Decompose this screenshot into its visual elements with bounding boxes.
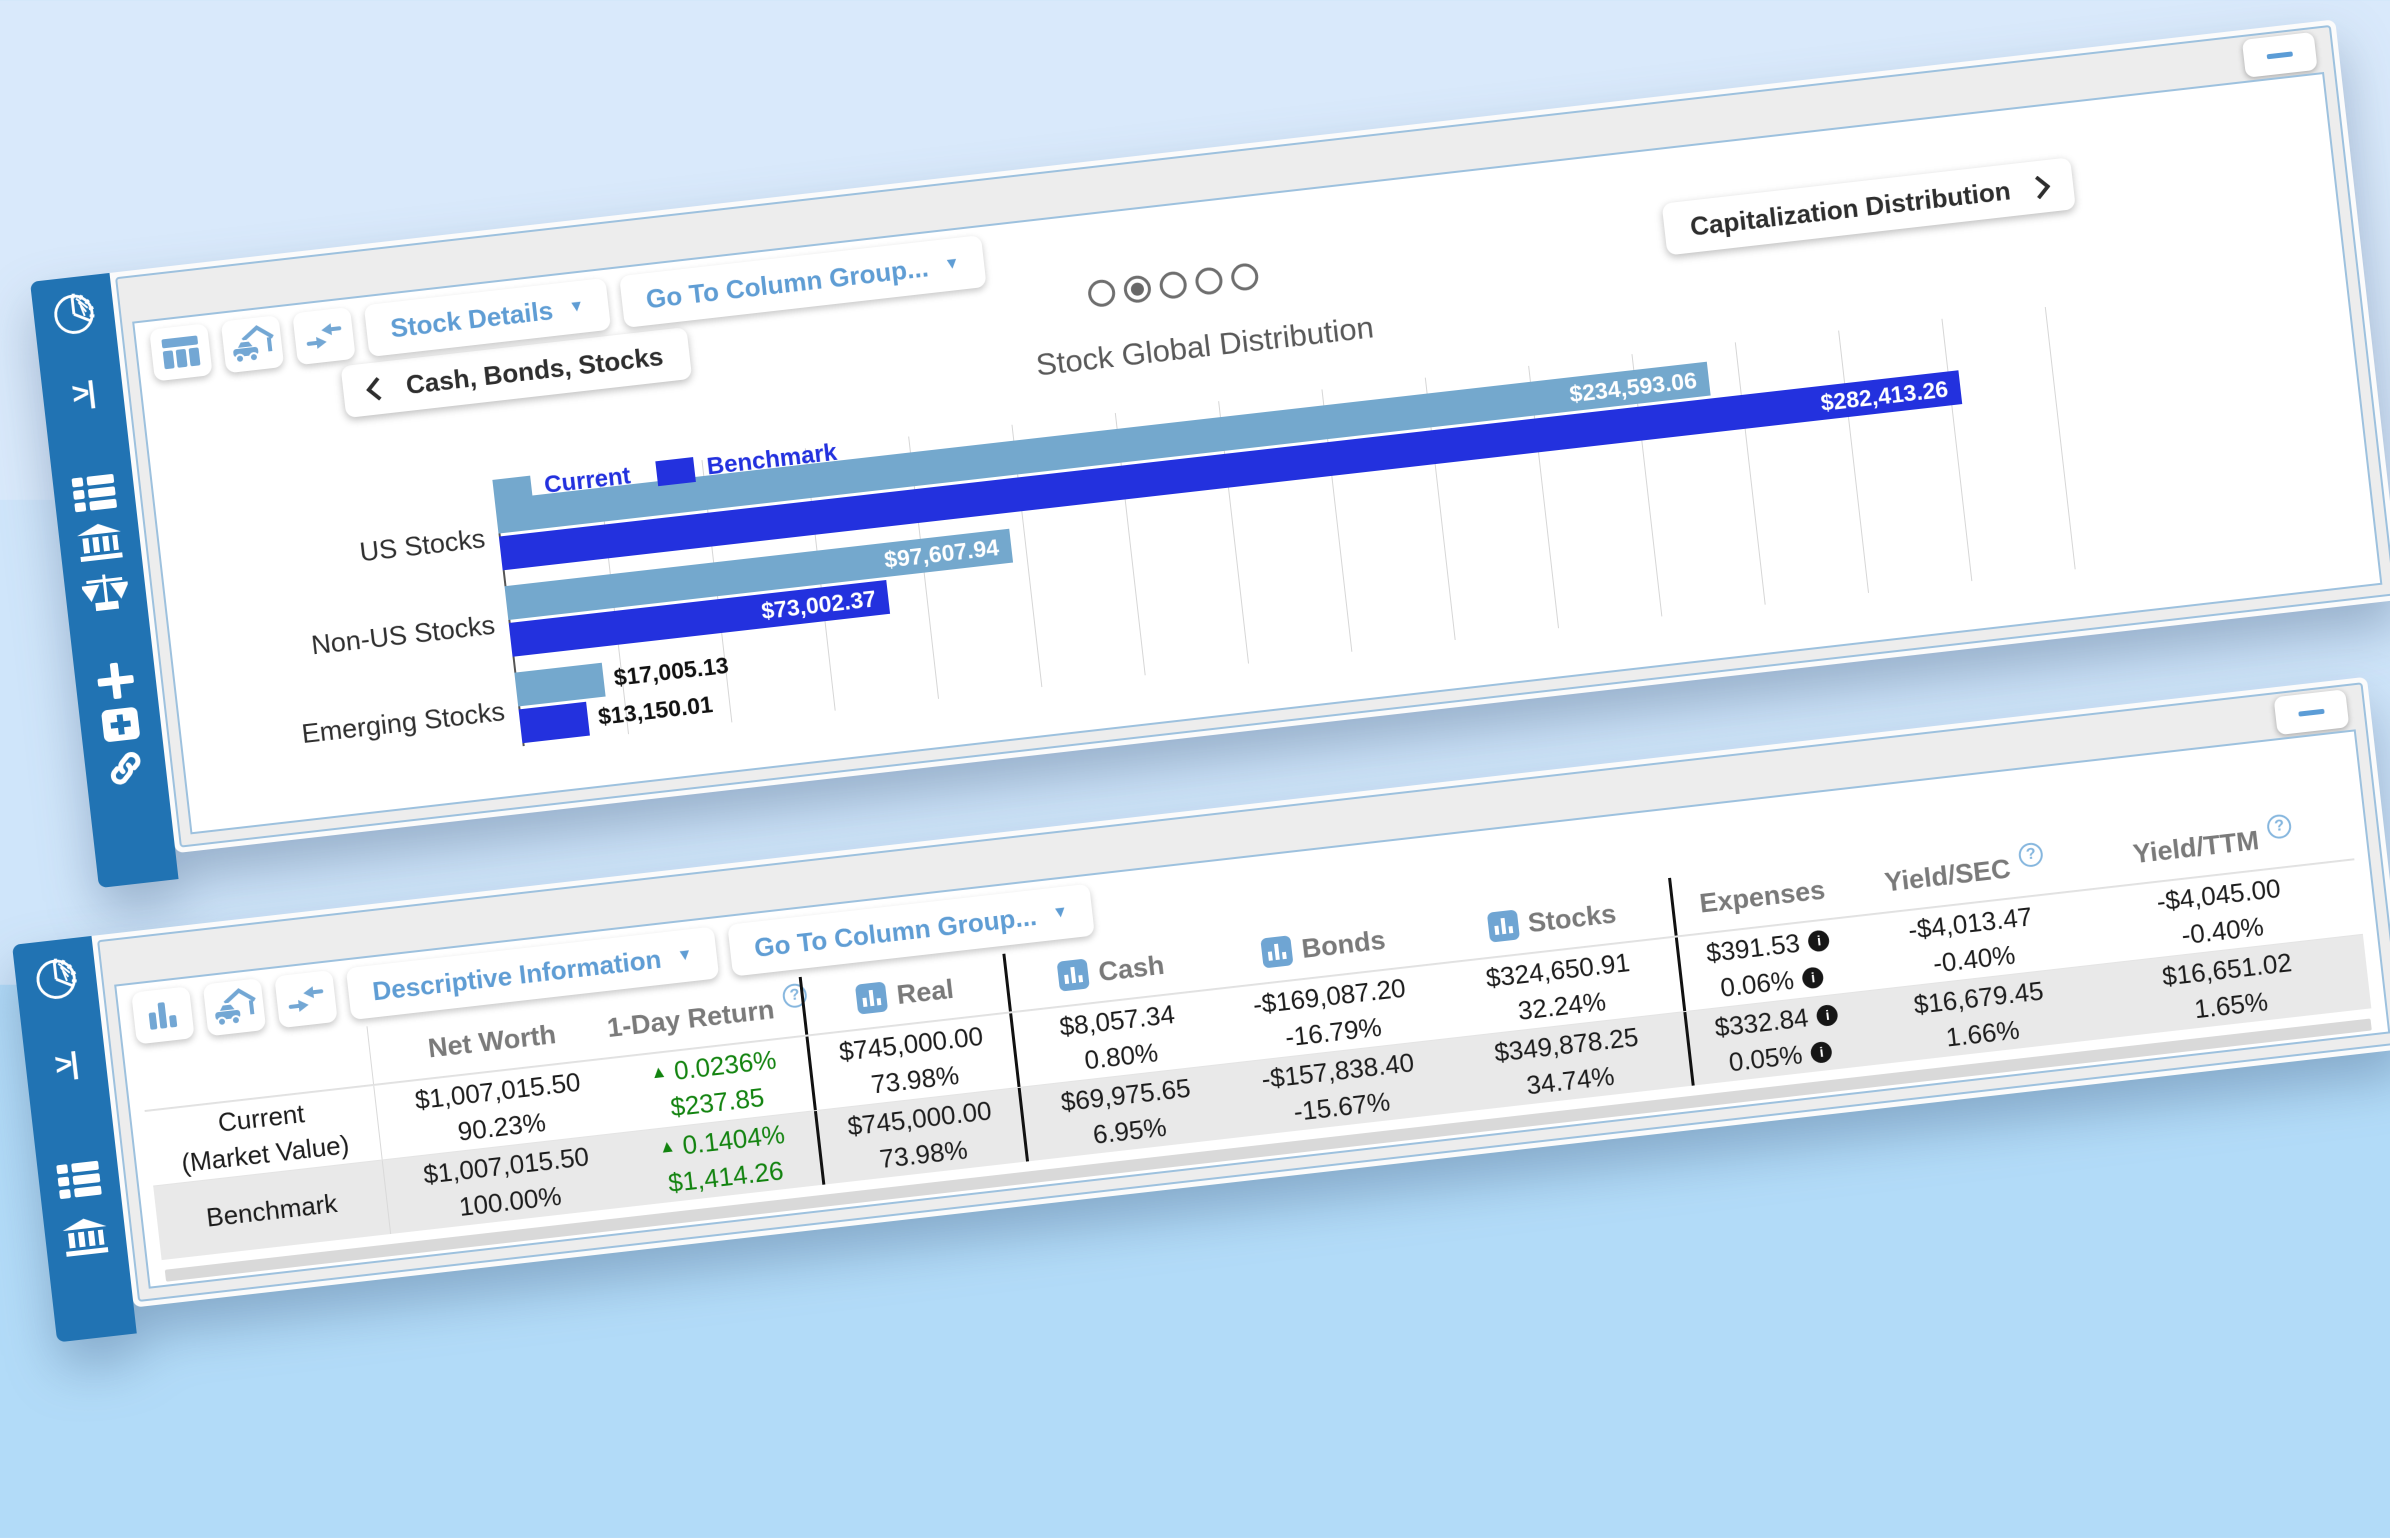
info-icon[interactable]: i <box>1801 965 1825 989</box>
column-header-bonds[interactable]: Bonds <box>1211 905 1436 988</box>
carousel-dot-3[interactable] <box>1158 270 1189 301</box>
app-logo-pie-gear-icon[interactable] <box>31 954 82 1005</box>
info-icon[interactable]: i <box>1809 1040 1834 1064</box>
collapse-columns-icon[interactable] <box>274 969 338 1029</box>
bank-icon[interactable] <box>62 1216 110 1257</box>
column-header-label: Real <box>895 973 956 1010</box>
chevron-down-icon: ▼ <box>943 254 961 274</box>
scales-icon[interactable] <box>80 569 130 614</box>
column-header-label: 1-Day Return <box>605 993 776 1043</box>
minimize-button[interactable] <box>2273 689 2350 736</box>
mini-bar-chart-icon <box>855 981 888 1014</box>
list-icon[interactable] <box>71 474 118 513</box>
carousel-dot-4[interactable] <box>1194 266 1224 296</box>
up-triangle-icon: ▲ <box>649 1061 669 1083</box>
column-header-label: Yield/TTM <box>2131 824 2261 869</box>
carousel-dot-2[interactable] <box>1122 274 1153 305</box>
panel-frame: Descriptive Information ▼ Go To Column G… <box>91 676 2390 1308</box>
chevron-down-icon: ▼ <box>675 946 694 965</box>
list-icon[interactable] <box>56 1160 102 1200</box>
column-header-stocks[interactable]: Stocks <box>1430 878 1675 963</box>
chart-content: Stock Details ▼ Go To Column Group... ▼ … <box>132 71 2383 835</box>
help-icon[interactable]: ? <box>2266 813 2293 840</box>
column-header-real[interactable]: Real <box>798 953 1009 1035</box>
mini-bar-chart-icon <box>1057 958 1090 991</box>
add-square-icon[interactable] <box>101 707 140 743</box>
current-legend-swatch <box>492 475 533 505</box>
table-toolbar: Descriptive Information ▼ Go To Column G… <box>116 732 2360 1047</box>
column-header-label: Yield/SEC <box>1882 852 2013 898</box>
chevron-left-icon <box>365 376 390 401</box>
chart-toolbar: Stock Details ▼ Go To Column Group... ▼ <box>134 74 2329 383</box>
stock-distribution-panel: >| <box>30 19 2390 889</box>
info-icon[interactable]: i <box>1807 928 1831 953</box>
bar-value-label: $17,005.13 <box>612 651 730 691</box>
vehicle-home-icon[interactable] <box>202 978 267 1037</box>
vehicle-home-icon[interactable] <box>220 315 285 374</box>
value-line: 1.66% <box>1944 1014 2022 1053</box>
column-header-label: Cash <box>1096 949 1166 987</box>
chevron-down-icon: ▼ <box>1051 903 1070 922</box>
value-line: 6.95% <box>1091 1111 1169 1150</box>
chevron-right-icon <box>2026 175 2051 199</box>
view-selector-label: Stock Details <box>388 294 555 343</box>
chevron-down-icon: ▼ <box>567 297 586 317</box>
up-triangle-icon: ▲ <box>657 1136 677 1158</box>
app-logo-pie-gear-icon[interactable] <box>48 289 99 340</box>
column-group-label: Go To Column Group... <box>644 251 930 314</box>
info-icon[interactable]: i <box>1815 1003 1840 1027</box>
column-header-label: Stocks <box>1526 897 1618 938</box>
previous-group-label: Cash, Bonds, Stocks <box>404 340 665 400</box>
table-columns-icon[interactable] <box>149 323 213 382</box>
value-line: 0.80% <box>1082 1037 1160 1076</box>
collapse-columns-icon[interactable] <box>292 306 356 366</box>
column-header-label: Expenses <box>1697 874 1827 919</box>
benchmark-legend-swatch <box>654 456 696 486</box>
panel-inner: Descriptive Information ▼ Go To Column G… <box>97 682 2390 1303</box>
table-content: Descriptive Information ▼ Go To Column G… <box>114 729 2390 1289</box>
column-chart-icon[interactable] <box>131 986 195 1045</box>
value-line: 1.65% <box>2192 986 2270 1025</box>
app-sidebar: >| <box>30 272 179 889</box>
carousel-dot-5[interactable] <box>1229 262 1260 292</box>
row-label-line: Benchmark <box>204 1187 339 1233</box>
column-header-label: Net Worth <box>426 1018 558 1063</box>
link-icon[interactable] <box>104 746 148 790</box>
minimize-button[interactable] <box>2241 31 2318 78</box>
holdings-table: Net Worth 1-Day Return? Real Cash Bonds Stock… <box>137 800 2374 1282</box>
value-text: 0.05% <box>1727 1039 1804 1078</box>
bar-value-label: $73,002.37 <box>759 584 878 624</box>
panel-inner: Stock Details ▼ Go To Column Group... ▼ … <box>115 24 2390 848</box>
descriptive-information-panel: >| <box>12 676 2390 1343</box>
expand-sidebar-icon[interactable]: >| <box>70 375 96 411</box>
value-text: 0.06% <box>1718 964 1796 1003</box>
bar-value-label: $282,413.26 <box>1819 375 1950 416</box>
column-header-cash[interactable]: Cash <box>1002 930 1218 1012</box>
panel-frame: Stock Details ▼ Go To Column Group... ▼ … <box>109 19 2390 854</box>
bar-value-label: $97,607.94 <box>882 533 1001 573</box>
current-bar[interactable] <box>514 662 607 707</box>
column-header-label: Bonds <box>1299 924 1387 964</box>
plus-icon[interactable] <box>96 661 136 701</box>
mini-bar-chart-icon <box>1260 935 1293 968</box>
table-header-row: Net Worth 1-Day Return? Real Cash Bonds Stock… <box>137 800 2355 1112</box>
carousel-dot-1[interactable] <box>1086 278 1117 309</box>
expand-sidebar-icon[interactable]: >| <box>53 1046 79 1082</box>
bank-icon[interactable] <box>76 521 124 563</box>
bar-value-label: $13,150.01 <box>596 691 715 730</box>
help-icon[interactable]: ? <box>2017 841 2045 869</box>
benchmark-bar[interactable] <box>518 701 591 744</box>
app-sidebar: >| <box>12 935 137 1343</box>
mini-bar-chart-icon <box>1487 909 1520 943</box>
